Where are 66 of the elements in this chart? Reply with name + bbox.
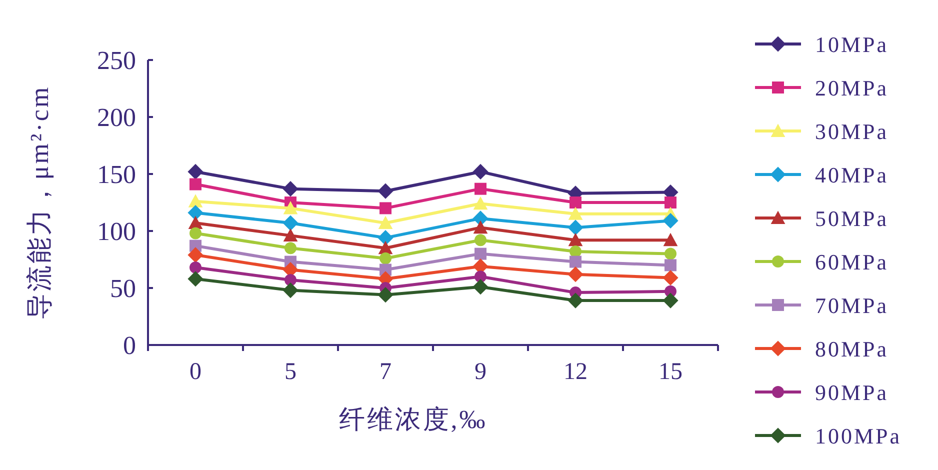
point: [282, 181, 298, 197]
legend-label: 80MPa: [815, 336, 889, 362]
x-tick-label: 15: [658, 359, 682, 385]
point: [568, 220, 584, 236]
point: [662, 292, 678, 308]
point: [570, 256, 582, 268]
point: [282, 282, 298, 298]
y-tick-label: 150: [97, 160, 136, 189]
point: [190, 261, 202, 274]
y-tick-label: 50: [110, 274, 136, 303]
legend-label: 100MPa: [815, 424, 902, 448]
point: [474, 234, 486, 246]
point: [378, 183, 394, 199]
x-axis-title: 纤维浓度,‰: [338, 405, 488, 434]
point: [188, 164, 204, 180]
legend-label: 20MPa: [815, 76, 889, 100]
x-tick-label: 5: [284, 359, 296, 385]
x-tick-label: 7: [380, 359, 392, 385]
point: [474, 248, 486, 260]
x-tick-label: 12: [564, 359, 588, 385]
point: [568, 232, 583, 246]
point: [188, 271, 204, 287]
point: [190, 227, 202, 240]
y-tick-label: 250: [97, 46, 136, 75]
point: [283, 201, 298, 214]
point: [380, 252, 392, 264]
legend-label: 90MPa: [815, 380, 889, 405]
legend-label: 30MPa: [815, 119, 889, 144]
point: [378, 230, 394, 246]
point: [284, 242, 296, 254]
y-tick-label: 200: [97, 103, 136, 132]
point: [190, 178, 202, 190]
point: [474, 270, 486, 283]
point: [282, 215, 298, 231]
point: [378, 287, 394, 303]
y-axis-title: 导流能力，μm²·cm: [25, 85, 54, 320]
point: [473, 196, 488, 210]
point: [663, 232, 678, 246]
point: [568, 206, 583, 220]
point: [664, 248, 676, 260]
x-tick-label: 0: [190, 359, 202, 385]
point: [568, 266, 584, 282]
point: [380, 202, 392, 214]
legend-label: 70MPa: [815, 293, 889, 318]
point: [378, 216, 393, 230]
legend-label: 10MPa: [815, 32, 889, 57]
point: [570, 196, 582, 208]
point: [662, 212, 678, 229]
point: [662, 270, 678, 286]
point: [472, 279, 488, 295]
point: [188, 247, 204, 263]
x-tick-label: 9: [474, 359, 486, 385]
y-tick-label: 100: [97, 217, 136, 246]
point: [474, 182, 486, 195]
point: [664, 196, 676, 208]
y-tick-label: 0: [123, 331, 136, 360]
point: [283, 228, 298, 242]
point: [472, 164, 488, 180]
point: [188, 204, 204, 221]
point: [664, 259, 676, 272]
point: [568, 292, 584, 308]
legend-label: 50MPa: [815, 206, 889, 231]
legend-label: 60MPa: [815, 250, 889, 274]
point: [473, 220, 488, 234]
legend-label: 40MPa: [815, 162, 889, 188]
point: [188, 194, 203, 208]
